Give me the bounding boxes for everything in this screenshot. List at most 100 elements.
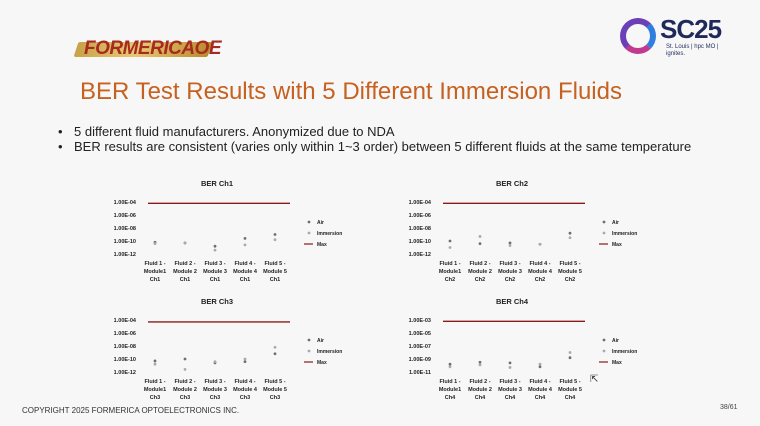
air-data-point: [243, 237, 247, 240]
x-tick-label: Ch4: [475, 395, 486, 401]
chart-title: BER Ch3: [201, 297, 233, 306]
legend-immersion-swatch: [602, 349, 606, 353]
immersion-data-point: [213, 248, 217, 252]
immersion-data-point: [568, 236, 572, 240]
x-tick-label: Ch1: [210, 277, 220, 283]
x-tick-label: Ch4: [445, 395, 456, 401]
mouse-cursor-icon: ⇱: [590, 374, 599, 385]
x-tick-label: Module 4: [233, 269, 258, 275]
y-tick-label: 1.00E-11: [409, 370, 431, 376]
x-tick-label: Fluid 3 -: [204, 261, 225, 267]
x-tick-label: Fluid 3 -: [499, 379, 520, 385]
legend-label: Immersion: [612, 231, 637, 237]
x-tick-label: Fluid 1 -: [144, 261, 165, 267]
y-tick-label: 1.00E-08: [114, 226, 136, 232]
x-tick-label: Fluid 1 -: [144, 379, 165, 385]
x-tick-label: Fluid 5 -: [264, 379, 285, 385]
x-tick-label: Module 4: [233, 387, 258, 393]
x-tick-label: Ch3: [150, 395, 160, 401]
immersion-data-point: [273, 238, 277, 242]
x-tick-label: Ch3: [270, 395, 280, 401]
y-tick-label: 1.00E-12: [114, 370, 136, 376]
y-tick-label: 1.00E-08: [409, 226, 431, 232]
x-tick-label: Module 5: [558, 387, 582, 393]
x-tick-label: Module1: [439, 387, 461, 393]
chart-ber-ch1: BER Ch1 1.00E-04 1.00E-06 1.00E-08 1.00E-10 1…: [114, 179, 343, 283]
air-data-point: [448, 239, 452, 243]
y-tick-label: 1.00E-07: [409, 344, 431, 350]
x-tick-label: Module 2: [173, 387, 197, 393]
x-tick-label: Fluid 4 -: [529, 261, 550, 267]
legend-label: Max: [317, 360, 327, 366]
air-data-point: [273, 233, 277, 236]
x-tick-label: Module 4: [528, 387, 553, 393]
page-number: 38/61: [720, 404, 738, 411]
copyright-footer: COPYRIGHT 2025 FORMERICA OPTOELECTRONICS…: [22, 406, 240, 415]
chart-title: BER Ch1: [201, 179, 233, 188]
y-tick-label: 1.00E-05: [409, 331, 431, 337]
legend-air-swatch: [602, 338, 606, 342]
x-tick-label: Fluid 5 -: [559, 261, 580, 267]
sc25-logo-subtext: St. Louis | hpc MO | ignites.: [666, 44, 719, 57]
immersion-data-point: [183, 241, 187, 245]
legend-label: Air: [317, 220, 324, 226]
x-tick-label: Ch4: [505, 395, 516, 401]
immersion-data-point: [153, 362, 157, 366]
legend-label: Immersion: [612, 349, 637, 355]
legend-label: Max: [612, 360, 622, 366]
sc25-logo: SC25 St. Louis | hpc MO | ignites.: [620, 14, 730, 64]
x-tick-label: Module 2: [468, 269, 492, 275]
chart-ber-ch2: BER Ch2 1.00E-04 1.00E-06 1.00E-08 1.00E-10 1…: [409, 179, 638, 283]
y-tick-label: 1.00E-06: [114, 331, 136, 337]
x-tick-label: Ch2: [445, 277, 455, 283]
x-tick-label: Module 3: [203, 269, 227, 275]
slide-title: BER Test Results with 5 Different Immers…: [80, 78, 622, 105]
immersion-data-point: [478, 235, 482, 238]
air-data-point: [568, 231, 572, 235]
immersion-data-point: [538, 362, 542, 366]
air-data-point: [508, 241, 512, 245]
x-tick-label: Fluid 3 -: [499, 261, 520, 267]
chart-ber-ch3: BER Ch3 1.00E-04 1.00E-06 1.00E-08 1.00E-10 1…: [114, 297, 343, 401]
y-tick-label: 1.00E-09: [409, 357, 431, 363]
legend-air-swatch: [307, 338, 311, 342]
chart-title: BER Ch2: [496, 179, 528, 188]
sc25-logo-text: SC25: [660, 14, 722, 44]
y-tick-label: 1.00E-10: [409, 239, 431, 245]
y-tick-label: 1.00E-03: [409, 318, 431, 324]
x-tick-label: Fluid 5 -: [264, 261, 285, 267]
air-data-point: [213, 244, 217, 248]
bullet-list: 5 different fluid manufacturers. Anonymi…: [58, 124, 691, 154]
logo-text: FORMERICAOE: [84, 38, 222, 59]
x-tick-label: Fluid 5 -: [559, 379, 580, 385]
x-tick-label: Ch1: [240, 277, 250, 283]
x-tick-label: Module 3: [498, 269, 522, 275]
x-tick-label: Module 5: [263, 269, 287, 275]
x-tick-label: Ch3: [180, 395, 190, 401]
y-tick-label: 1.00E-04: [114, 318, 137, 324]
immersion-data-point: [448, 365, 452, 369]
x-tick-label: Module 2: [173, 269, 197, 275]
x-tick-label: Module 5: [263, 387, 287, 393]
x-tick-label: Ch3: [210, 395, 220, 401]
legend-label: Air: [612, 338, 619, 344]
x-tick-label: Fluid 4 -: [234, 261, 255, 267]
x-tick-label: Module 3: [203, 387, 227, 393]
air-data-point: [478, 360, 482, 364]
legend-immersion-swatch: [307, 349, 311, 353]
y-tick-label: 1.00E-10: [114, 239, 136, 245]
air-data-point: [448, 362, 452, 366]
legend-immersion-swatch: [602, 231, 606, 235]
sc25-ring-icon: [620, 18, 656, 54]
immersion-data-point: [538, 242, 542, 246]
x-tick-label: Ch2: [565, 277, 575, 283]
y-tick-label: 1.00E-12: [114, 252, 136, 258]
y-tick-label: 1.00E-08: [114, 344, 136, 350]
legend-label: Max: [317, 242, 327, 248]
immersion-data-point: [568, 351, 572, 354]
immersion-data-point: [183, 368, 187, 371]
bullet-item: BER results are consistent (varies only …: [58, 139, 691, 154]
air-data-point: [243, 360, 247, 363]
immersion-data-point: [508, 244, 512, 247]
